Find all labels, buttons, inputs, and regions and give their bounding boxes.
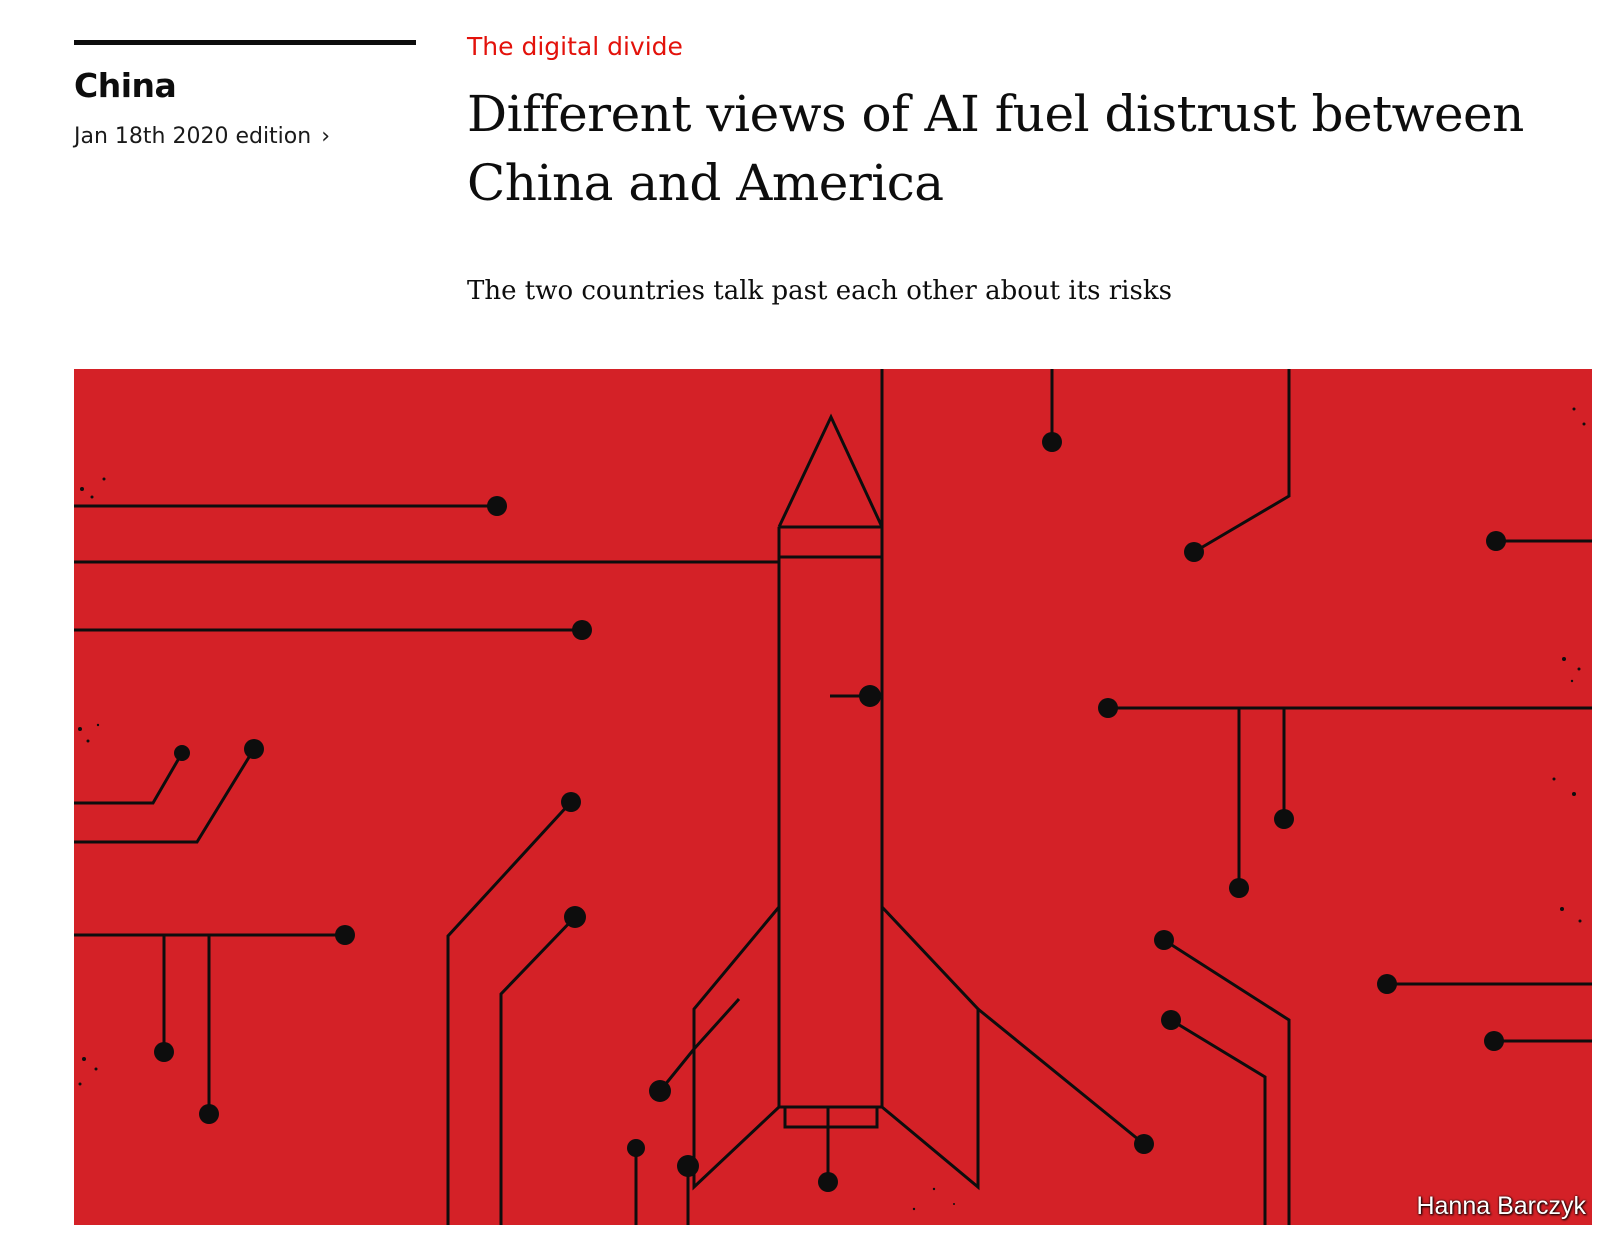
hero-illustration: Hanna Barczyk — [74, 369, 1592, 1225]
flytitle: The digital divide — [467, 32, 683, 61]
chevron-right-icon: › — [321, 124, 331, 149]
section-name[interactable]: China — [74, 66, 177, 105]
edition-link[interactable]: Jan 18th 2020 edition › — [74, 124, 330, 149]
edition-label: Jan 18th 2020 edition — [74, 124, 312, 149]
headline: Different views of AI fuel distrust betw… — [467, 85, 1524, 212]
section-rule — [74, 40, 416, 45]
image-credit: Hanna Barczyk — [1416, 1192, 1586, 1220]
subtitle: The two countries talk past each other a… — [467, 276, 1172, 306]
rocket-circuit-illustration — [74, 369, 1592, 1225]
